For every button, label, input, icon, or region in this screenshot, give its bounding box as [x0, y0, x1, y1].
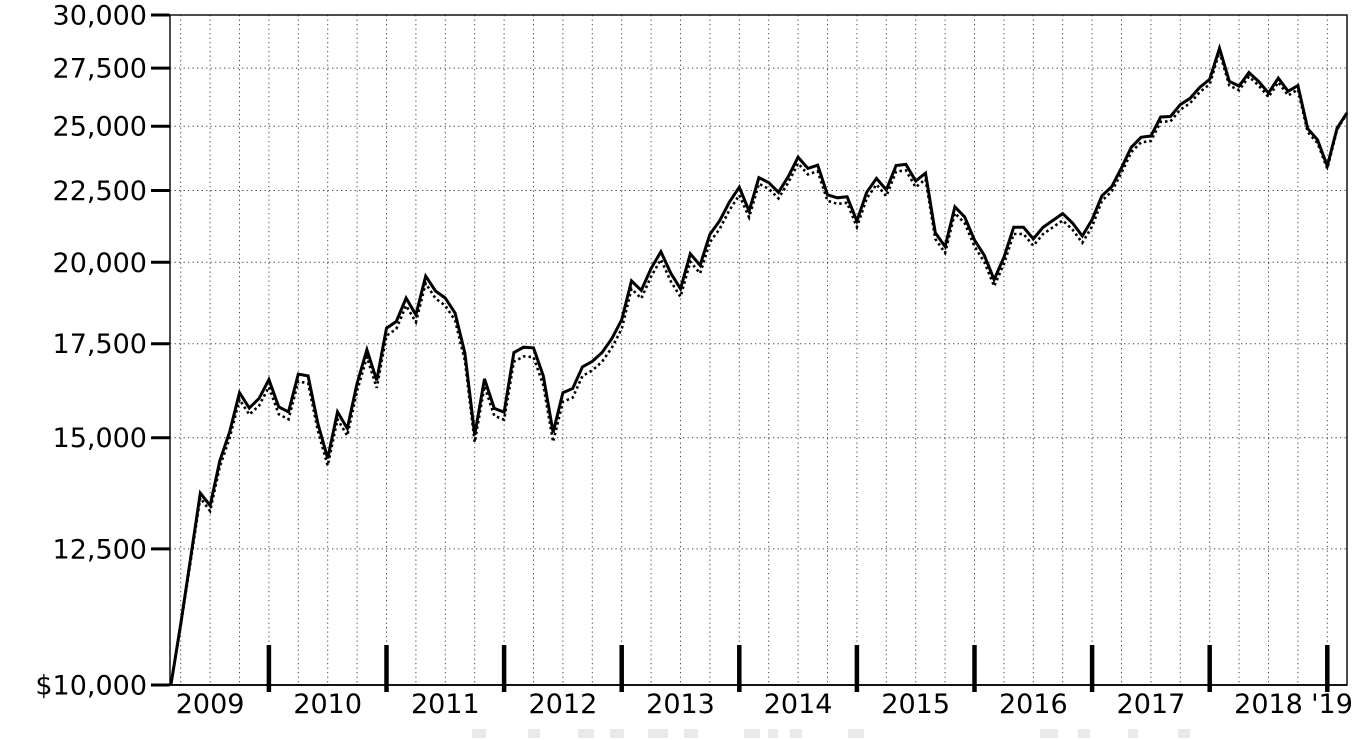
clipped-caption-fragment [1078, 729, 1090, 738]
y-axis-label: 30,000 [53, 1, 147, 32]
x-axis-year-label: '19 [1311, 689, 1353, 720]
clipped-caption-fragment [648, 729, 668, 738]
clipped-caption-fragment [768, 729, 778, 738]
clipped-caption-fragment [1128, 729, 1138, 738]
x-axis-year-label: 2013 [646, 689, 715, 720]
y-axis-label: 25,000 [53, 112, 147, 143]
y-axis-label: 22,500 [53, 176, 147, 207]
x-axis-year-label: 2014 [764, 689, 833, 720]
x-axis-year-label: 2012 [529, 689, 598, 720]
clipped-caption-fragment [472, 729, 486, 738]
x-axis-year-label: 2009 [176, 689, 245, 720]
y-axis-label: $10,000 [35, 671, 147, 702]
clipped-caption-fragment [1178, 729, 1190, 738]
x-axis-year-label: 2015 [881, 689, 950, 720]
clipped-caption-fragment [790, 729, 802, 738]
clipped-caption-fragment [744, 729, 760, 738]
solid-line [169, 43, 1349, 686]
y-axis-label: 20,000 [53, 248, 147, 279]
clipped-caption-fragment [610, 729, 624, 738]
clipped-caption-fragment [684, 729, 698, 738]
x-axis-year-label: 2016 [999, 689, 1068, 720]
y-axis-label: 17,500 [53, 329, 147, 360]
x-axis-year-label: 2018 [1234, 689, 1303, 720]
clipped-caption-fragment [528, 729, 540, 738]
y-axis-label: 15,000 [53, 423, 147, 454]
x-axis-year-label: 2011 [411, 689, 480, 720]
clipped-caption-fragment [578, 729, 594, 738]
dotted-line [169, 47, 1349, 686]
y-axis-label: 12,500 [53, 534, 147, 565]
clipped-caption-fragment [1040, 729, 1058, 738]
x-axis-year-label: 2017 [1117, 689, 1186, 720]
clipped-caption-fragment [848, 729, 864, 738]
x-axis-year-label: 2010 [293, 689, 362, 720]
y-axis-label: 27,500 [53, 54, 147, 85]
